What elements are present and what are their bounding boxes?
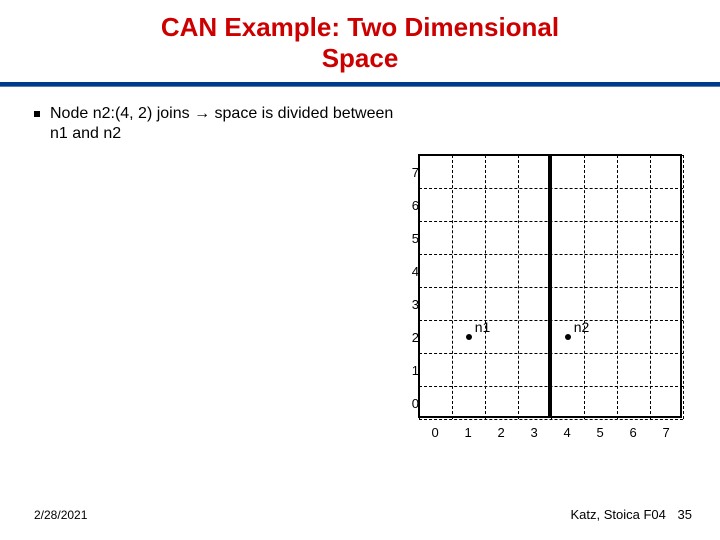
- region-box: [550, 154, 682, 418]
- node-dot: [466, 334, 472, 340]
- page-number: 35: [678, 507, 692, 522]
- node-dot: [565, 334, 571, 340]
- slide-title: CAN Example: Two Dimensional Space: [0, 0, 720, 74]
- y-tick-label: 6: [401, 198, 419, 213]
- title-line-1: CAN Example: Two Dimensional: [161, 12, 559, 42]
- x-tick-label: 6: [630, 425, 637, 440]
- y-tick-label: 1: [401, 363, 419, 378]
- x-tick-label: 1: [465, 425, 472, 440]
- x-tick-label: 0: [432, 425, 439, 440]
- x-tick-label: 4: [564, 425, 571, 440]
- y-tick-label: 5: [401, 231, 419, 246]
- node-label: n1: [475, 319, 491, 335]
- y-tick-label: 3: [401, 297, 419, 312]
- x-tick-label: 5: [597, 425, 604, 440]
- x-tick-label: 3: [531, 425, 538, 440]
- y-tick-label: 4: [401, 264, 419, 279]
- gridline-v: [683, 155, 684, 419]
- y-tick-label: 2: [401, 330, 419, 345]
- footer-credit-block: Katz, Stoica F04 35: [571, 507, 692, 522]
- node-label: n2: [574, 319, 590, 335]
- footer-date: 2/28/2021: [34, 508, 87, 522]
- plot-area: 0123456701234567n1n2: [419, 155, 683, 419]
- footer-credit: Katz, Stoica F04: [571, 507, 666, 522]
- gridline-h: [419, 419, 683, 420]
- x-tick-label: 7: [663, 425, 670, 440]
- y-tick-label: 0: [401, 396, 419, 411]
- can-grid-chart: 0 1 2 3 4 5 6 7 0 1 2 3 4 5 6 7 n1 n2: [395, 155, 695, 455]
- region-box: [418, 154, 550, 418]
- bullet-square-icon: [34, 111, 40, 117]
- title-line-2: Space: [322, 43, 399, 73]
- y-tick-label: 7: [401, 165, 419, 180]
- bullet-item: Node n2:(4, 2) joins → space is divided …: [0, 86, 400, 144]
- x-tick-label: 2: [498, 425, 505, 440]
- bullet-text: Node n2:(4, 2) joins → space is divided …: [50, 104, 400, 144]
